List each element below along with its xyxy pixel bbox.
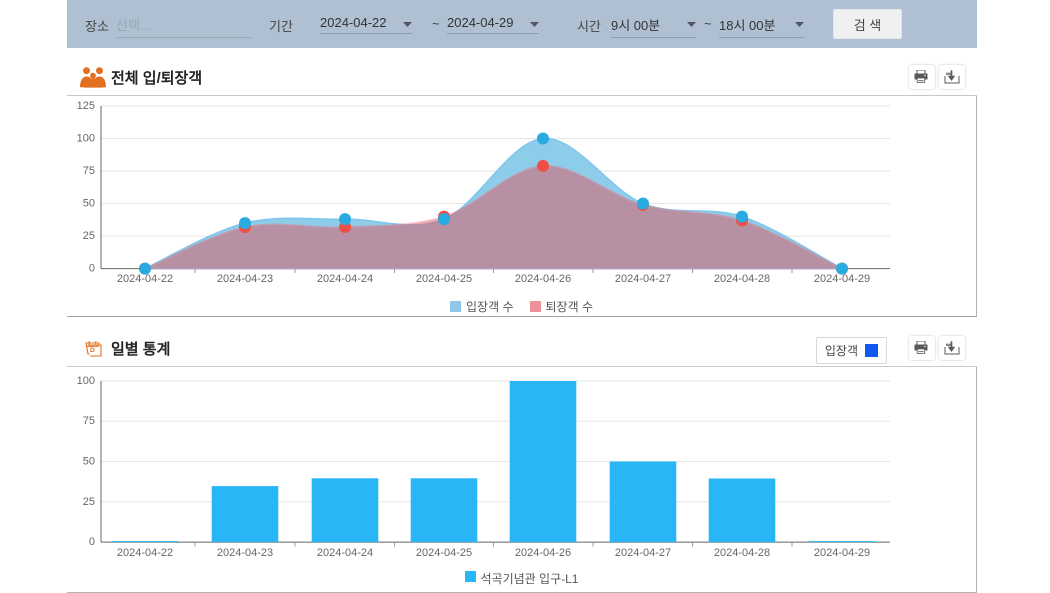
svg-text:2024-04-23: 2024-04-23 bbox=[217, 273, 273, 285]
svg-text:2024-04-28: 2024-04-28 bbox=[714, 273, 770, 285]
svg-text:2024-04-24: 2024-04-24 bbox=[317, 547, 373, 559]
svg-text:100: 100 bbox=[77, 375, 95, 387]
svg-text:50: 50 bbox=[83, 456, 95, 468]
svg-text:2024-04-29: 2024-04-29 bbox=[814, 273, 870, 285]
svg-text:2024-04-22: 2024-04-22 bbox=[117, 547, 173, 559]
svg-text:2024-04-25: 2024-04-25 bbox=[416, 273, 472, 285]
svg-text:2024-04-23: 2024-04-23 bbox=[217, 547, 273, 559]
svg-text:2024-04-29: 2024-04-29 bbox=[814, 547, 870, 559]
svg-text:2024-04-26: 2024-04-26 bbox=[515, 547, 571, 559]
svg-text:2024-04-24: 2024-04-24 bbox=[317, 273, 373, 285]
svg-text:125: 125 bbox=[77, 100, 95, 112]
svg-text:75: 75 bbox=[83, 415, 95, 427]
svg-text:0: 0 bbox=[89, 263, 95, 275]
svg-text:2024-04-27: 2024-04-27 bbox=[615, 547, 671, 559]
svg-text:2024-04-27: 2024-04-27 bbox=[615, 273, 671, 285]
svg-text:75: 75 bbox=[83, 165, 95, 177]
svg-text:D: D bbox=[90, 347, 95, 354]
svg-text:100: 100 bbox=[77, 133, 95, 145]
svg-text:2024-04-22: 2024-04-22 bbox=[117, 273, 173, 285]
svg-text:25: 25 bbox=[83, 230, 95, 242]
svg-text:0: 0 bbox=[89, 536, 95, 548]
svg-text:25: 25 bbox=[83, 496, 95, 508]
svg-text:2024-04-26: 2024-04-26 bbox=[515, 273, 571, 285]
svg-text:2024-04-25: 2024-04-25 bbox=[416, 547, 472, 559]
svg-text:50: 50 bbox=[83, 198, 95, 210]
svg-text:2024-04-28: 2024-04-28 bbox=[714, 547, 770, 559]
